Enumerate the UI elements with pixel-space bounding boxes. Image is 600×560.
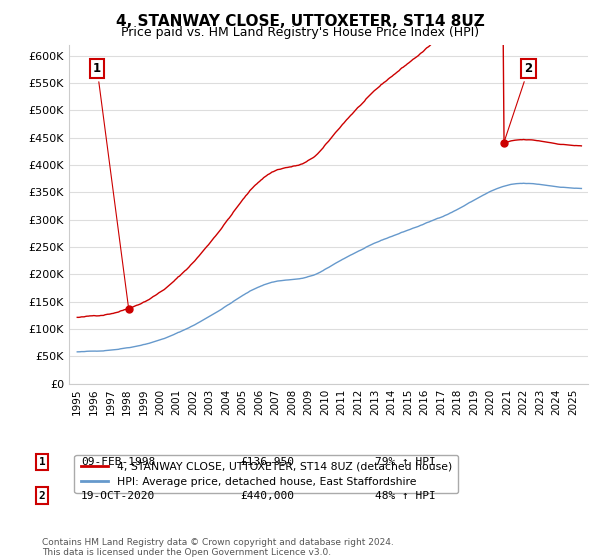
Text: Contains HM Land Registry data © Crown copyright and database right 2024.
This d: Contains HM Land Registry data © Crown c… [42, 538, 394, 557]
Text: 79% ↑ HPI: 79% ↑ HPI [375, 457, 436, 467]
Text: 4, STANWAY CLOSE, UTTOXETER, ST14 8UZ: 4, STANWAY CLOSE, UTTOXETER, ST14 8UZ [116, 14, 484, 29]
Text: 09-FEB-1998: 09-FEB-1998 [81, 457, 155, 467]
Text: 1: 1 [93, 62, 128, 306]
Text: 2: 2 [505, 62, 533, 141]
Text: 2: 2 [38, 491, 46, 501]
Text: 19-OCT-2020: 19-OCT-2020 [81, 491, 155, 501]
Text: 48% ↑ HPI: 48% ↑ HPI [375, 491, 436, 501]
Text: Price paid vs. HM Land Registry's House Price Index (HPI): Price paid vs. HM Land Registry's House … [121, 26, 479, 39]
Text: £440,000: £440,000 [240, 491, 294, 501]
Text: £136,950: £136,950 [240, 457, 294, 467]
Text: 1: 1 [38, 457, 46, 467]
Legend: 4, STANWAY CLOSE, UTTOXETER, ST14 8UZ (detached house), HPI: Average price, deta: 4, STANWAY CLOSE, UTTOXETER, ST14 8UZ (d… [74, 455, 458, 493]
